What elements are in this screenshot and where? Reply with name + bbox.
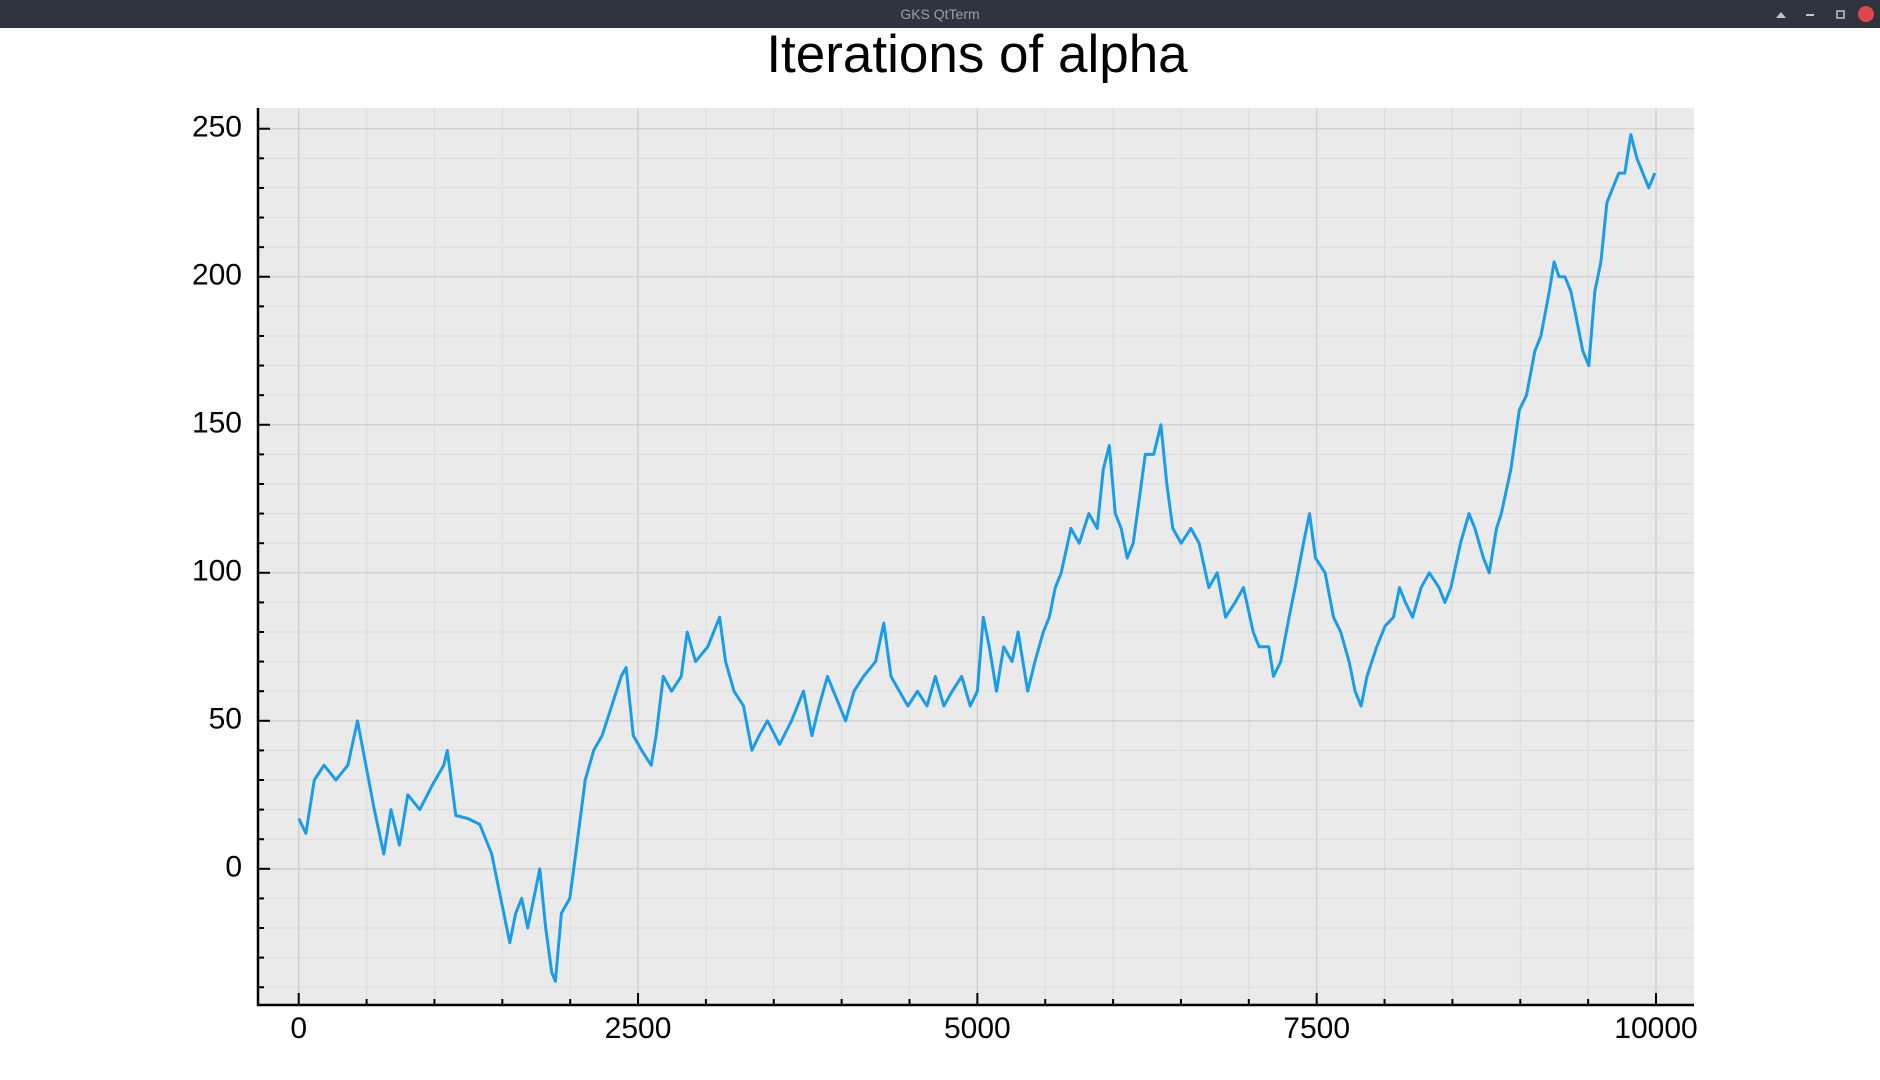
button-maximize[interactable] xyxy=(1836,10,1845,19)
y-tick-label: 250 xyxy=(192,111,242,144)
chart-title: Iterations of alpha xyxy=(766,28,1188,84)
x-tick-label: 2500 xyxy=(605,1012,672,1045)
x-tick-label: 0 xyxy=(290,1012,307,1045)
data-line xyxy=(297,133,1657,983)
x-tick-label: 7500 xyxy=(1283,1012,1350,1045)
chart: Iterations of alpha 0 2500 5000 7500 10000 0 5… xyxy=(192,28,1698,1045)
y-tick-label: 200 xyxy=(192,259,242,292)
window-title: GKS QtTerm xyxy=(900,6,980,22)
x-tick-label: 10000 xyxy=(1614,1012,1697,1045)
x-tick-label: 5000 xyxy=(944,1012,1011,1045)
window-titlebar: GKS QtTerm xyxy=(0,0,1880,28)
button-close[interactable] xyxy=(1858,6,1874,22)
button-keep-above[interactable] xyxy=(1776,12,1786,18)
y-tick-label: 50 xyxy=(209,703,242,736)
window-buttons xyxy=(1776,6,1874,22)
y-tick-label: 100 xyxy=(192,555,242,588)
y-tick-label: 0 xyxy=(225,851,242,884)
plot-area xyxy=(258,108,1694,1005)
y-tick-label: 150 xyxy=(192,407,242,440)
